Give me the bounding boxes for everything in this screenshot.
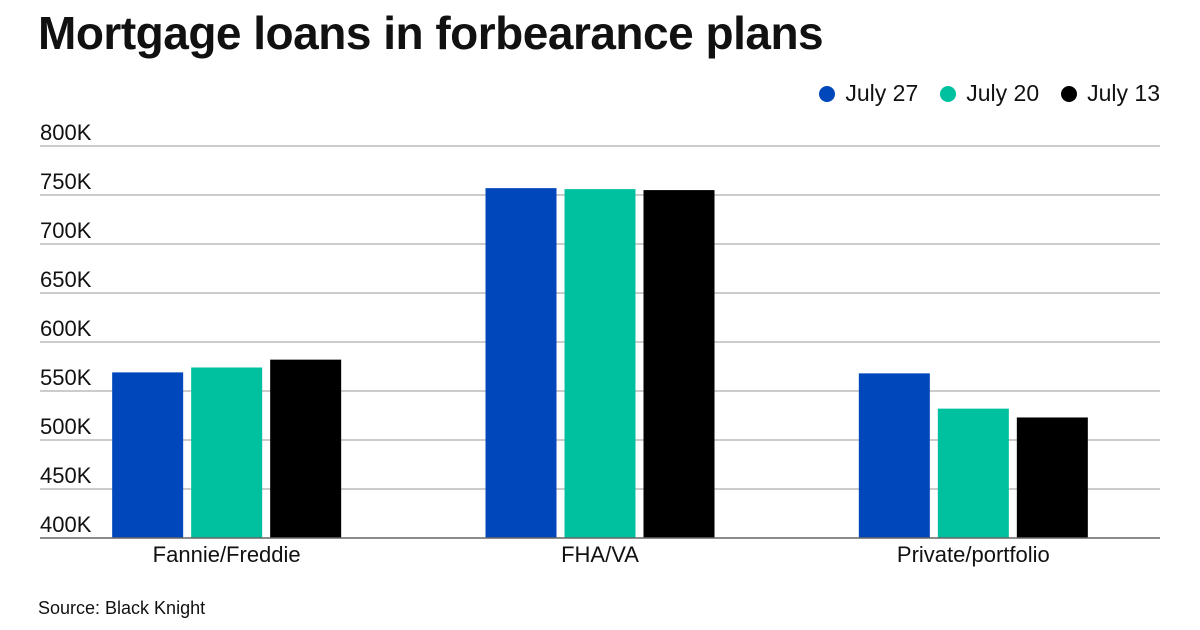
bar-fannie-freddie-july-27 <box>112 372 184 538</box>
legend-label-july-20: July 20 <box>966 80 1040 106</box>
legend-swatch-july-13 <box>1061 85 1078 102</box>
legend-swatch-july-20 <box>940 85 957 102</box>
y-tick-label: 700K <box>40 218 92 243</box>
x-category-label: Fannie/Freddie <box>153 542 301 567</box>
bar-fannie-freddie-july-20 <box>191 367 263 538</box>
source-note: Source: Black Knight <box>38 598 206 618</box>
chart-title: Mortgage loans in forbearance plans <box>38 7 824 59</box>
bar-fannie-freddie-july-13 <box>270 359 342 538</box>
y-tick-label: 800K <box>40 120 92 145</box>
y-tick-label: 650K <box>40 267 92 292</box>
legend-item-july-13: July 13 <box>1061 80 1160 107</box>
y-tick-label: 400K <box>40 512 92 537</box>
chart-legend: July 27 July 20 July 13 <box>819 80 1160 107</box>
legend-label-july-13: July 13 <box>1087 80 1160 106</box>
bar-private-portfolio-july-20 <box>937 408 1009 538</box>
legend-item-july-20: July 20 <box>940 80 1039 107</box>
legend-label-july-27: July 27 <box>845 80 919 106</box>
legend-swatch-july-27 <box>819 85 836 102</box>
y-tick-label: 600K <box>40 316 92 341</box>
bar-fha-va-july-20 <box>564 189 636 538</box>
y-tick-label: 500K <box>40 414 92 439</box>
bar-fha-va-july-13 <box>643 190 715 538</box>
y-tick-label: 450K <box>40 463 92 488</box>
bar-private-portfolio-july-13 <box>1016 417 1088 538</box>
x-category-label: Private/portfolio <box>897 542 1050 567</box>
bar-fha-va-july-27 <box>485 188 557 538</box>
x-category-label: FHA/VA <box>561 542 639 567</box>
legend-item-july-27: July 27 <box>819 80 918 107</box>
y-tick-label: 550K <box>40 365 92 390</box>
bar-private-portfolio-july-27 <box>858 373 930 538</box>
y-tick-label: 750K <box>40 169 92 194</box>
